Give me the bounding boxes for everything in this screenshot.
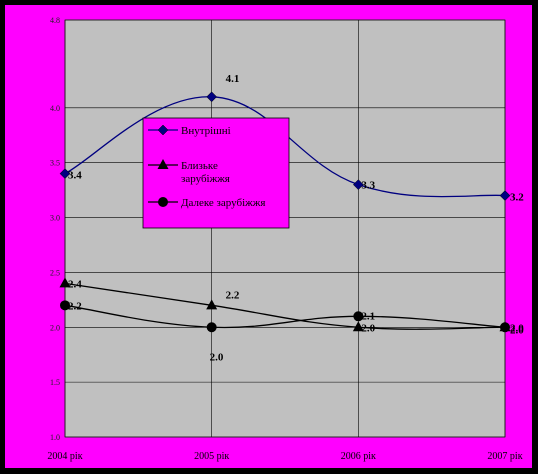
legend-marker	[157, 159, 169, 169]
x-tick-label: 2004 рік	[47, 451, 82, 462]
y-tick-label: 2.0	[50, 323, 60, 332]
y-tick-label: 1.5	[50, 378, 60, 387]
y-tick-label: 2.5	[50, 268, 60, 277]
series-2: 2.4 2.2 2.0 2.0	[59, 277, 524, 334]
series-line	[64, 282, 506, 330]
data-label: 2.0	[361, 322, 375, 334]
series-group: 3.44.13.33.22.42.22.0 2.02.22.02.12.0	[59, 73, 524, 363]
data-point	[353, 311, 364, 322]
data-point	[59, 168, 71, 179]
data-point	[352, 179, 364, 190]
series-3: 2.22.02.12.0	[60, 300, 524, 363]
x-tick-label: 2006 рік	[341, 451, 376, 462]
data-label: 2.0	[510, 322, 524, 334]
series-line	[64, 304, 506, 329]
data-point	[500, 322, 510, 333]
data-label: 3.2	[510, 192, 524, 204]
data-point	[499, 190, 511, 201]
data-label: 2.0	[510, 324, 524, 336]
y-tick-labels: 1.0 1.5 2.0 2.5 3.0 3.5 4.0 4.8	[50, 16, 60, 442]
legend-marker	[158, 197, 168, 207]
legend-label: Близьке	[181, 160, 218, 172]
data-point	[60, 300, 70, 311]
data-label: 2.0	[210, 351, 224, 363]
data-label: 4.1	[226, 73, 240, 85]
legend-box	[142, 117, 290, 229]
y-tick-label: 3.0	[50, 214, 60, 223]
plot-area	[64, 19, 506, 438]
series-1: 3.4 4.1 3.3 3.2	[59, 73, 524, 204]
y-tick-label: 4.0	[50, 104, 60, 113]
y-tick-label: 3.5	[50, 159, 60, 168]
data-point	[59, 277, 71, 288]
data-point	[352, 321, 364, 332]
data-point	[206, 299, 218, 310]
data-label: 3.4	[68, 170, 82, 182]
data-label: 2.2	[226, 289, 240, 301]
data-label: 3.3	[361, 180, 375, 192]
data-point	[206, 91, 218, 103]
legend-label: зарубіжжя	[181, 173, 230, 185]
data-label: 2.4	[68, 278, 82, 290]
data-label: 2.1	[361, 310, 375, 322]
data-label: 2.2	[68, 300, 82, 312]
x-tick-label: 2007 рік	[487, 451, 522, 462]
y-tick-label: 4.8	[50, 16, 60, 25]
y-tick-label: 1.0	[50, 433, 60, 442]
legend-label: Внутрішні	[181, 125, 231, 137]
x-tick-labels: 2004 рік 2005 рік 2006 рік 2007 рік	[47, 451, 522, 462]
legend-label: Далеке зарубіжжя	[181, 197, 265, 209]
data-point	[206, 322, 217, 333]
gridlines	[64, 19, 506, 438]
x-tick-label: 2005 рік	[194, 451, 229, 462]
legend-marker	[157, 124, 169, 136]
